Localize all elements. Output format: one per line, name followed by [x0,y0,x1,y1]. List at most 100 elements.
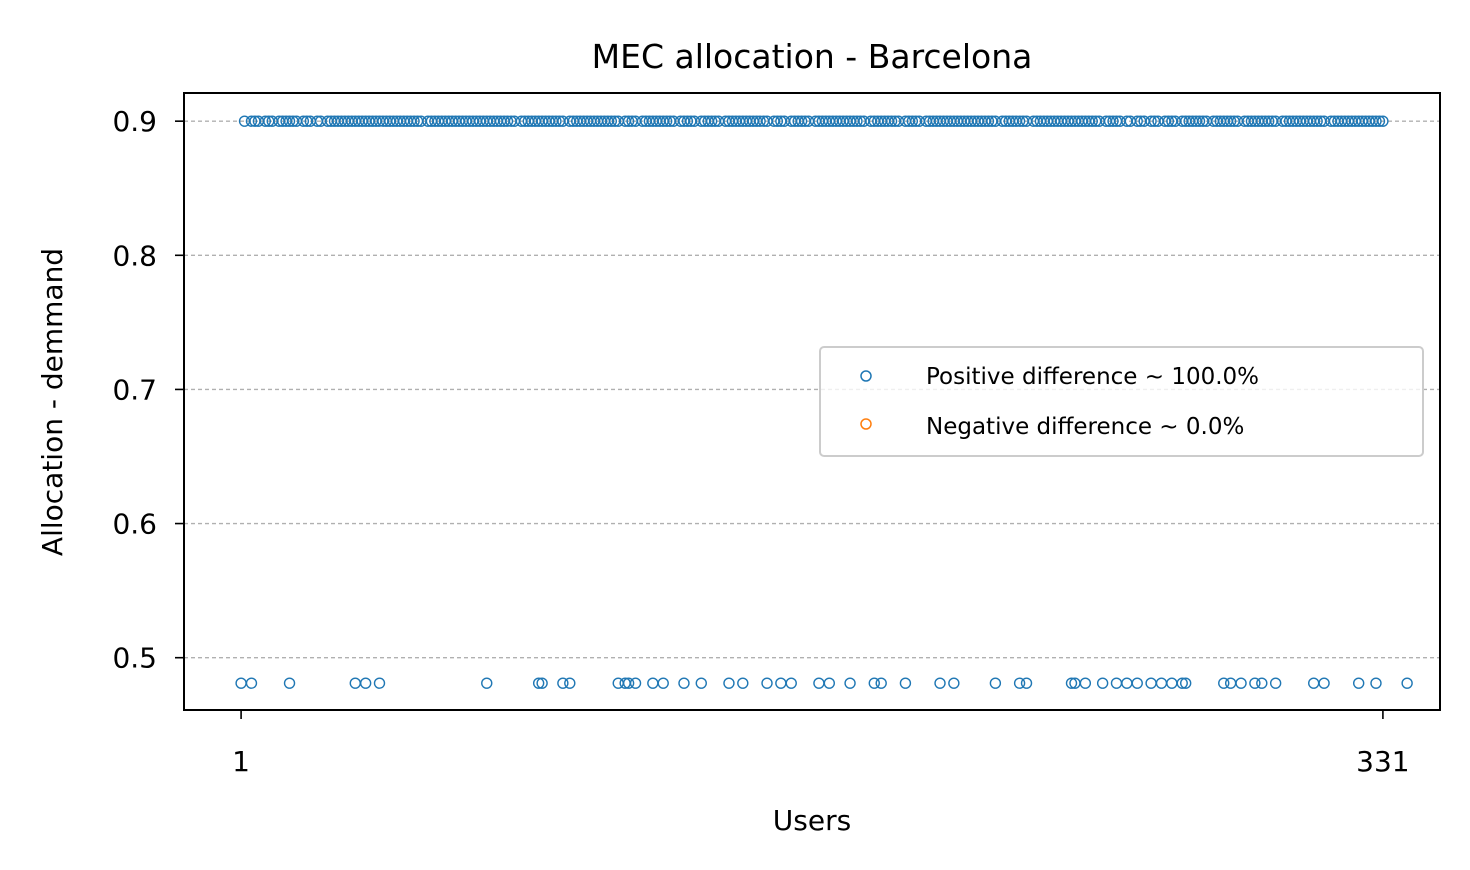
data-point [1373,115,1386,127]
x-axis-ticks: 1 331 [232,710,1410,778]
data-point [795,115,808,127]
data-point [948,677,960,689]
data-point [1224,115,1237,127]
data-point [844,677,856,689]
data-point [1263,115,1275,127]
data-point [283,115,296,127]
data-point [1166,677,1178,689]
data-point [695,677,707,689]
data-point [678,677,690,689]
data-point [259,115,272,127]
data-point [875,677,887,689]
x-tick-label: 1 [232,745,250,778]
data-point [1145,677,1157,689]
data-point [481,677,493,689]
data-point [1131,677,1143,689]
legend-marker-negative [860,418,872,430]
data-point [1401,677,1413,689]
data-point [934,677,946,689]
data-point [1193,115,1206,127]
data-point [297,115,310,127]
data-point [647,677,659,689]
data-point [1013,677,1026,689]
plot-frame [183,92,1441,711]
data-point [557,677,569,689]
data-point [851,115,863,127]
y-tick-label: 0.8 [112,239,157,272]
x-tick-label: 331 [1356,745,1409,778]
data-point [359,677,372,689]
data-point [501,115,514,127]
data-point [1179,677,1192,689]
y-tick-label: 0.9 [112,105,157,138]
data-point [771,115,784,127]
series-positive-high-points [238,115,1389,127]
data-point [1110,677,1123,689]
data-point [775,677,787,689]
y-tick-label: 0.5 [112,642,157,675]
data-point [1107,115,1119,127]
legend-label-negative: Negative difference ~ 0.0% [926,414,1244,440]
data-point [1370,677,1382,689]
data-point [982,115,995,127]
data-point [785,677,797,689]
y-tick-label: 0.7 [112,373,157,406]
y-axis-ticks: 0.5 0.6 0.7 0.8 0.9 [112,105,184,675]
y-axis-label: Allocation - demmand [36,248,69,556]
data-point [1256,677,1268,689]
data-point [1352,677,1365,689]
legend-marker-positive [860,370,872,382]
data-point [1235,677,1247,689]
data-point [1020,677,1033,689]
legend: Positive difference ~ 100.0% Negative di… [819,346,1424,457]
data-point [823,677,836,689]
data-point [1370,115,1382,127]
data-point [813,677,825,689]
data-point [349,677,361,689]
data-point [657,677,669,689]
chart-title: MEC allocation - Barcelona [592,37,1033,76]
data-point [1131,115,1143,127]
data-point [1121,677,1133,689]
series-positive-low-points [235,677,1413,689]
data-point [705,115,718,127]
data-point [629,677,642,689]
data-point [564,677,576,689]
data-point [899,677,912,689]
data-point [1218,677,1230,689]
data-point [1269,677,1282,689]
data-point [1249,677,1261,689]
data-point [1318,677,1330,689]
data-point [283,677,296,689]
y-tick-label: 0.6 [112,508,157,541]
data-point [1377,115,1389,127]
legend-box [819,346,1424,457]
data-point [1086,115,1098,127]
data-point [681,115,694,127]
data-point [885,115,898,127]
data-point [550,115,562,127]
data-point [723,677,735,689]
data-point [622,677,635,689]
data-point [1145,115,1157,127]
data-point [906,115,919,127]
data-point [235,677,247,689]
data-point [622,115,635,127]
data-point [1013,115,1026,127]
data-point [1162,115,1175,127]
data-point [605,115,618,127]
data-point [660,115,673,127]
data-point [761,677,773,689]
data-point [754,115,766,127]
data-point [1311,115,1323,127]
data-point [1176,677,1188,689]
data-point [737,677,749,689]
data-point [1079,677,1092,689]
data-point [536,677,548,689]
data-point [989,677,1002,689]
data-point [245,115,258,127]
data-point [532,677,545,689]
data-point [1308,677,1320,689]
data-point [868,677,880,689]
data-point [245,677,258,689]
